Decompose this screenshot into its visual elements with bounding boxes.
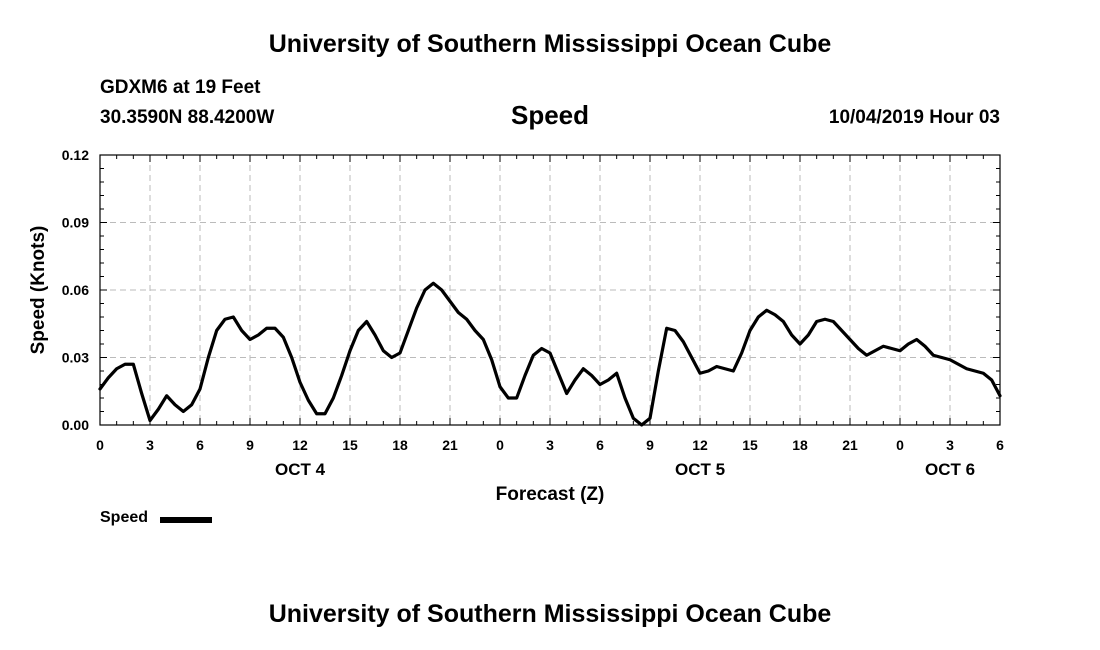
x-tick-label: 12 [692,437,708,453]
x-tick-label: 3 [946,437,954,453]
y-tick-label: 0.09 [62,215,89,231]
x-tick-label: 12 [292,437,308,453]
variable-title: Speed [510,100,590,130]
x-tick-label: 9 [646,437,654,453]
x-tick-label: 21 [442,437,458,453]
y-tick-label: 0.12 [62,147,89,163]
x-axis-label: Forecast (Z) [496,484,605,505]
y-tick-label: 0.06 [62,282,89,298]
coordinates-label: 30.3590N 88.4200W [100,107,275,128]
x-tick-label: 6 [596,437,604,453]
chart-title-top: University of Southern Mississippi Ocean… [268,30,832,58]
y-tick-label: 0.00 [62,417,89,433]
y-axis-label: Speed (Knots) [28,226,49,355]
x-tick-label: 3 [146,437,154,453]
x-tick-label: 0 [96,437,104,453]
x-tick-label: 15 [342,437,358,453]
day-label: OCT 4 [275,460,326,479]
x-tick-label: 15 [742,437,758,453]
x-tick-label: 18 [392,437,408,453]
x-tick-label: 21 [842,437,858,453]
datetime-label: 10/04/2019 Hour 03 [828,107,1000,128]
chart-title-bottom: University of Southern Mississippi Ocean… [268,600,832,628]
day-label: OCT 5 [675,460,725,479]
legend-label: Speed [100,509,149,526]
x-tick-label: 0 [496,437,504,453]
x-tick-label: 0 [896,437,904,453]
day-label: OCT 6 [925,460,975,479]
x-tick-label: 3 [546,437,554,453]
x-tick-label: 9 [246,437,254,453]
station-label: GDXM6 at 19 Feet [100,77,261,98]
x-tick-label: 6 [996,437,1004,453]
series-line-speed [98,281,1002,427]
y-tick-label: 0.03 [62,350,89,366]
x-tick-label: 18 [792,437,808,453]
x-tick-label: 6 [196,437,204,453]
legend-line-swatch [160,517,212,523]
